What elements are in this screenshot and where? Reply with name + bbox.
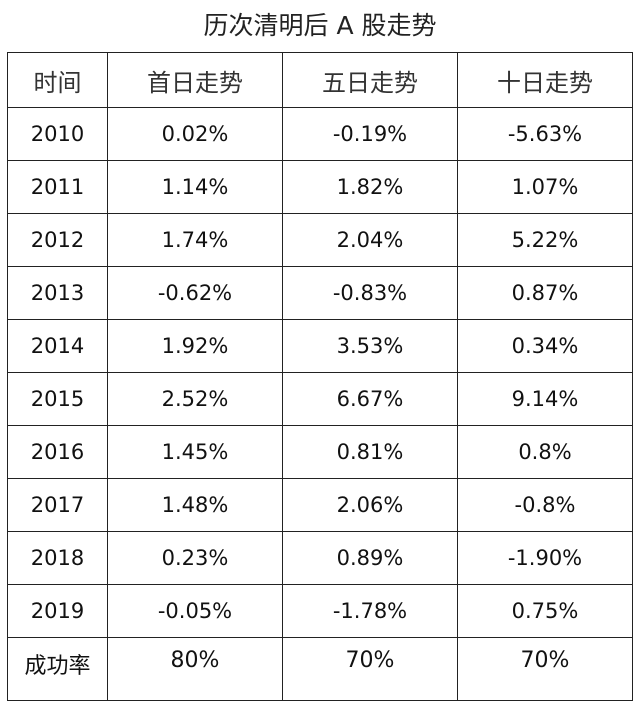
cell-day5: 1.82% bbox=[282, 160, 458, 214]
cell-day10: -0.8% bbox=[457, 478, 633, 532]
cell-day5: 0.89% bbox=[282, 531, 458, 585]
cell-day10: 1.07% bbox=[457, 160, 633, 214]
cell-day10: 0.75% bbox=[457, 584, 633, 638]
cell-year: 2011 bbox=[7, 160, 108, 214]
table-row: 2011 1.14% 1.82% 1.07% bbox=[7, 160, 633, 214]
cell-day10: -5.63% bbox=[457, 107, 633, 161]
cell-day1: 0.23% bbox=[107, 531, 283, 585]
success-rate-row: 成功率 80% 70% 70% bbox=[7, 637, 633, 701]
cell-day1: -0.05% bbox=[107, 584, 283, 638]
cell-year: 2010 bbox=[7, 107, 108, 161]
success-rate-label: 成功率 bbox=[7, 637, 108, 701]
header-row: 时间 首日走势 五日走势 十日走势 bbox=[7, 52, 633, 108]
table-row: 2017 1.48% 2.06% -0.8% bbox=[7, 478, 633, 532]
table-row: 2010 0.02% -0.19% -5.63% bbox=[7, 107, 633, 161]
cell-day1: 1.48% bbox=[107, 478, 283, 532]
cell-day1: -0.62% bbox=[107, 266, 283, 320]
table-row: 2013 -0.62% -0.83% 0.87% bbox=[7, 266, 633, 320]
cell-day10: 0.87% bbox=[457, 266, 633, 320]
table-row: 2015 2.52% 6.67% 9.14% bbox=[7, 372, 633, 426]
cell-day5: 2.04% bbox=[282, 213, 458, 267]
table-row: 2018 0.23% 0.89% -1.90% bbox=[7, 531, 633, 585]
cell-year: 2019 bbox=[7, 584, 108, 638]
success-rate-day10: 70% bbox=[457, 637, 633, 701]
cell-day10: -1.90% bbox=[457, 531, 633, 585]
cell-year: 2014 bbox=[7, 319, 108, 373]
cell-day5: -0.19% bbox=[282, 107, 458, 161]
cell-day1: 0.02% bbox=[107, 107, 283, 161]
table-body: 2010 0.02% -0.19% -5.63% 2011 1.14% 1.82… bbox=[7, 107, 633, 638]
cell-year: 2018 bbox=[7, 531, 108, 585]
cell-day5: -0.83% bbox=[282, 266, 458, 320]
cell-year: 2013 bbox=[7, 266, 108, 320]
success-rate-day5: 70% bbox=[282, 637, 458, 701]
cell-day5: 6.67% bbox=[282, 372, 458, 426]
header-day10-trend: 十日走势 bbox=[457, 52, 633, 108]
cell-day1: 1.74% bbox=[107, 213, 283, 267]
cell-day1: 1.92% bbox=[107, 319, 283, 373]
table-row: 2012 1.74% 2.04% 5.22% bbox=[7, 213, 633, 267]
cell-year: 2017 bbox=[7, 478, 108, 532]
success-rate-day1: 80% bbox=[107, 637, 283, 701]
cell-day5: 0.81% bbox=[282, 425, 458, 479]
table-row: 2014 1.92% 3.53% 0.34% bbox=[7, 319, 633, 373]
cell-day1: 2.52% bbox=[107, 372, 283, 426]
table-row: 2016 1.45% 0.81% 0.8% bbox=[7, 425, 633, 479]
cell-day5: 3.53% bbox=[282, 319, 458, 373]
cell-year: 2016 bbox=[7, 425, 108, 479]
cell-day1: 1.14% bbox=[107, 160, 283, 214]
header-day1-trend: 首日走势 bbox=[107, 52, 283, 108]
cell-day10: 0.34% bbox=[457, 319, 633, 373]
header-day5-trend: 五日走势 bbox=[282, 52, 458, 108]
cell-day5: 2.06% bbox=[282, 478, 458, 532]
cell-day10: 9.14% bbox=[457, 372, 633, 426]
cell-day5: -1.78% bbox=[282, 584, 458, 638]
cell-day10: 5.22% bbox=[457, 213, 633, 267]
table-header: 时间 首日走势 五日走势 十日走势 bbox=[7, 52, 633, 108]
cell-year: 2012 bbox=[7, 213, 108, 267]
cell-year: 2015 bbox=[7, 372, 108, 426]
table-footer: 成功率 80% 70% 70% bbox=[7, 637, 633, 701]
table-title: 历次清明后 A 股走势 bbox=[203, 11, 437, 40]
table-row: 2019 -0.05% -1.78% 0.75% bbox=[7, 584, 633, 638]
market-trend-table: 时间 首日走势 五日走势 十日走势 2010 0.02% -0.19% -5.6… bbox=[7, 52, 633, 701]
cell-day1: 1.45% bbox=[107, 425, 283, 479]
cell-day10: 0.8% bbox=[457, 425, 633, 479]
header-time: 时间 bbox=[7, 52, 108, 108]
